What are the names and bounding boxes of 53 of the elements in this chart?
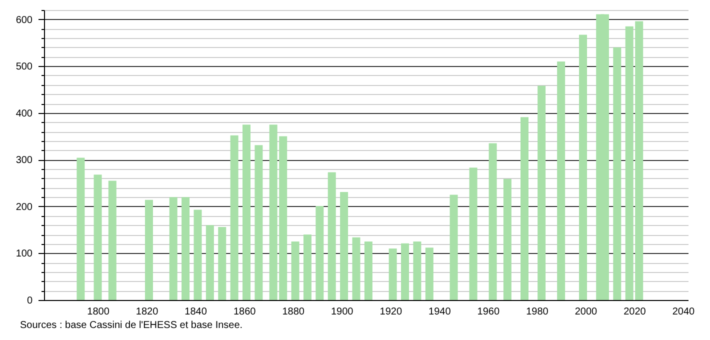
bar [488, 143, 497, 300]
bar [538, 86, 546, 300]
bar [194, 210, 202, 300]
bar [303, 234, 312, 300]
x-tick-label: 2020 [624, 306, 646, 318]
y-tick-label: 200 [16, 202, 33, 213]
bar [144, 200, 153, 300]
x-tick-label: 1900 [330, 306, 354, 318]
bar [218, 227, 226, 300]
y-tick-label: 600 [16, 14, 33, 26]
y-tick-label: 300 [16, 155, 33, 166]
bar [316, 206, 324, 300]
x-tick-label: 1960 [477, 306, 500, 318]
x-tick-label: 1800 [87, 306, 110, 318]
x-tick-label: 2000 [574, 306, 598, 318]
source-note: Sources : base Cassini de l'EHESS et base Insee. [20, 320, 243, 331]
y-tick-label: 400 [16, 108, 33, 120]
bar [291, 242, 300, 300]
x-tick-label: 1820 [136, 306, 159, 318]
bar [76, 158, 85, 300]
y-tick-label: 100 [16, 248, 33, 260]
bar [425, 248, 434, 300]
bar [388, 248, 397, 300]
bar [469, 168, 478, 300]
x-tick-label: 2040 [672, 306, 696, 318]
bar [520, 117, 528, 300]
bar [557, 61, 566, 300]
bar [503, 178, 512, 300]
bar [364, 242, 372, 300]
x-tick-label: 1840 [184, 306, 208, 318]
bar [230, 135, 238, 300]
x-tick-label: 1980 [526, 306, 549, 318]
bar [401, 243, 410, 300]
x-tick-label: 1860 [233, 306, 256, 318]
bar [413, 242, 422, 300]
bar [254, 145, 263, 300]
bar [108, 180, 116, 300]
x-tick-label: 1940 [428, 306, 452, 318]
bar [613, 47, 622, 300]
bar [328, 172, 336, 300]
y-tick-label: 0 [26, 296, 33, 306]
bar [340, 192, 348, 300]
bar [94, 174, 102, 300]
bar [242, 124, 251, 300]
y-tick-label: 500 [16, 62, 33, 73]
x-tick-label: 1880 [282, 306, 305, 318]
x-tick-label: 1920 [380, 306, 402, 318]
bar [206, 225, 214, 300]
bar [169, 197, 178, 300]
bar [352, 237, 360, 300]
bar [450, 194, 458, 300]
bar [579, 34, 588, 300]
bar [182, 197, 190, 300]
